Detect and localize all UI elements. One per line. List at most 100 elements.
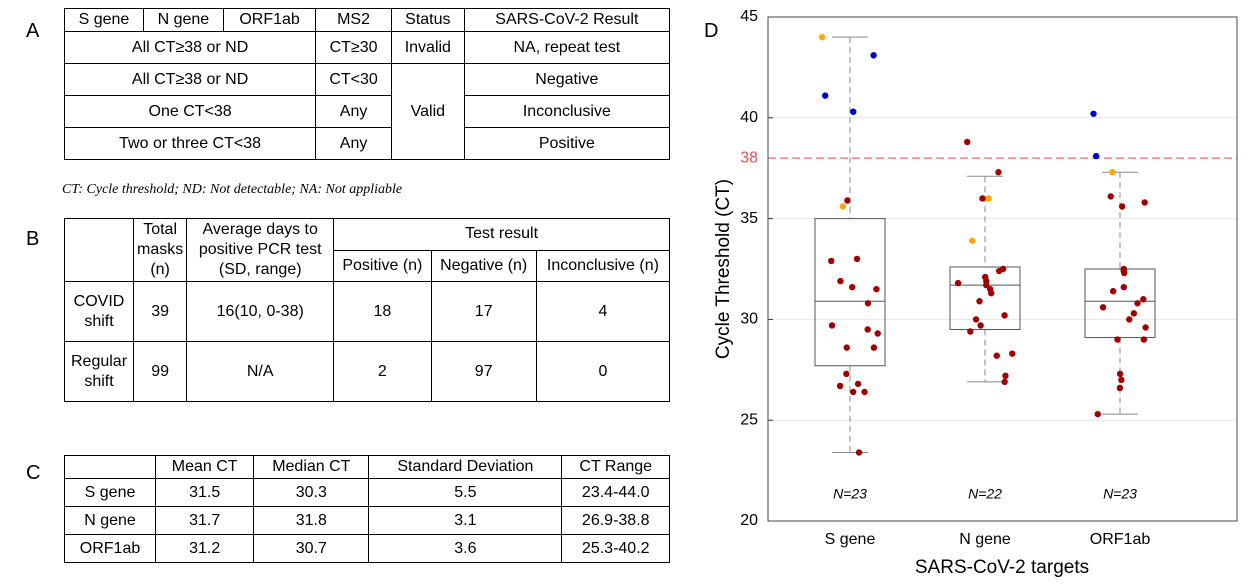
point xyxy=(837,277,844,285)
header-cell: Median CT xyxy=(253,455,370,479)
point xyxy=(861,388,868,396)
box xyxy=(814,218,886,367)
cell: 3.1 xyxy=(368,506,563,535)
point xyxy=(976,298,983,305)
point xyxy=(995,169,1002,176)
point xyxy=(1002,372,1009,380)
cell: 39 xyxy=(132,281,188,342)
point xyxy=(988,289,995,297)
cell: 0 xyxy=(535,341,671,402)
cell: Regular shift xyxy=(64,341,134,402)
point xyxy=(864,326,871,333)
header-cell: Total masks (n) xyxy=(132,218,188,282)
point xyxy=(1140,296,1147,303)
point xyxy=(1092,152,1100,160)
box xyxy=(949,266,1021,330)
point xyxy=(855,449,863,456)
point xyxy=(1130,310,1138,317)
y-tick-label: 35 xyxy=(740,210,758,227)
panel-label: D xyxy=(704,20,719,42)
header-cell: Test result xyxy=(333,218,670,251)
point xyxy=(853,255,861,263)
panel-label: C xyxy=(26,462,41,484)
y-axis-label: Cycle Threshold (CT) xyxy=(713,179,734,359)
point xyxy=(1099,304,1107,311)
point xyxy=(870,52,877,59)
cell: 31.7 xyxy=(155,506,255,535)
point xyxy=(839,203,847,210)
cell: 31.2 xyxy=(155,534,255,563)
plot-frame xyxy=(767,16,1238,522)
header-cell: Standard Deviation xyxy=(368,455,563,479)
point xyxy=(873,285,880,293)
point xyxy=(969,237,976,244)
table-c: Mean CT Median CT Standard Deviation CT Ran… xyxy=(63,455,670,563)
point xyxy=(1140,336,1148,343)
point xyxy=(828,322,836,329)
cell: Valid xyxy=(390,63,465,160)
cell: 97 xyxy=(430,341,537,402)
point xyxy=(1118,376,1125,384)
cell: All CT≥38 or ND xyxy=(63,31,317,64)
y-tick-label: 40 xyxy=(740,109,758,126)
header-cell: ORF1ab xyxy=(222,8,317,32)
cell: 4 xyxy=(535,281,671,342)
point xyxy=(843,370,850,378)
reference-label: 38 xyxy=(740,149,758,166)
cell: Any xyxy=(315,127,392,160)
header-cell: SARS-CoV-2 Result xyxy=(463,8,671,32)
point xyxy=(836,382,844,390)
point xyxy=(1109,169,1116,176)
n-label: N=22 xyxy=(968,486,1002,502)
point xyxy=(1120,283,1128,291)
x-axis-label: SARS-CoV-2 targets xyxy=(915,557,1089,578)
cell: 99 xyxy=(132,341,188,402)
n-label: N=23 xyxy=(833,486,867,502)
x-tick-label: ORF1ab xyxy=(1090,531,1151,548)
footnote: CT: Cycle threshold; ND: Not detectable;… xyxy=(62,182,403,197)
x-tick-label: S gene xyxy=(825,531,876,548)
cell: Invalid xyxy=(390,31,465,64)
cell: One CT<38 xyxy=(63,95,317,128)
header-cell: Status xyxy=(390,8,465,32)
cell: All CT≥38 or ND xyxy=(63,63,317,96)
header-cell: Mean CT xyxy=(155,455,255,479)
cell: Two or three CT<38 xyxy=(63,127,317,160)
table-b: Total masks (n) Average days to positive … xyxy=(64,218,671,402)
point xyxy=(849,388,857,396)
panel-label: B xyxy=(26,228,40,250)
point xyxy=(979,195,986,202)
cell: 17 xyxy=(430,281,537,342)
point xyxy=(844,197,851,204)
header-cell: Positive (n) xyxy=(333,249,432,282)
cell: 2 xyxy=(333,341,432,402)
header-cell xyxy=(63,455,157,479)
n-label: N=23 xyxy=(1103,486,1137,502)
point xyxy=(1141,199,1148,206)
point xyxy=(1116,370,1124,378)
header-cell: Negative (n) xyxy=(430,249,537,282)
cell: 30.7 xyxy=(253,534,370,563)
point xyxy=(993,352,1000,359)
y-tick-label: 30 xyxy=(740,311,758,328)
point xyxy=(1009,350,1016,357)
cell: Negative xyxy=(463,63,671,96)
point xyxy=(1118,203,1126,210)
table-a: S gene N gene ORF1ab MS2 Status SARS-CoV-2 Re… xyxy=(63,8,671,160)
point xyxy=(1114,336,1121,343)
header-cell: Average days to positive PCR test (SD, r… xyxy=(186,218,335,282)
point xyxy=(977,322,984,329)
point xyxy=(828,257,835,265)
point xyxy=(1116,384,1124,392)
header-cell: S gene xyxy=(64,8,144,32)
point xyxy=(985,195,992,202)
point xyxy=(1109,287,1117,295)
point xyxy=(870,344,878,351)
cell: 23.4-44.0 xyxy=(561,478,670,507)
point xyxy=(818,33,826,41)
point xyxy=(1001,378,1008,386)
point xyxy=(843,344,850,351)
cell: 5.5 xyxy=(368,478,563,507)
